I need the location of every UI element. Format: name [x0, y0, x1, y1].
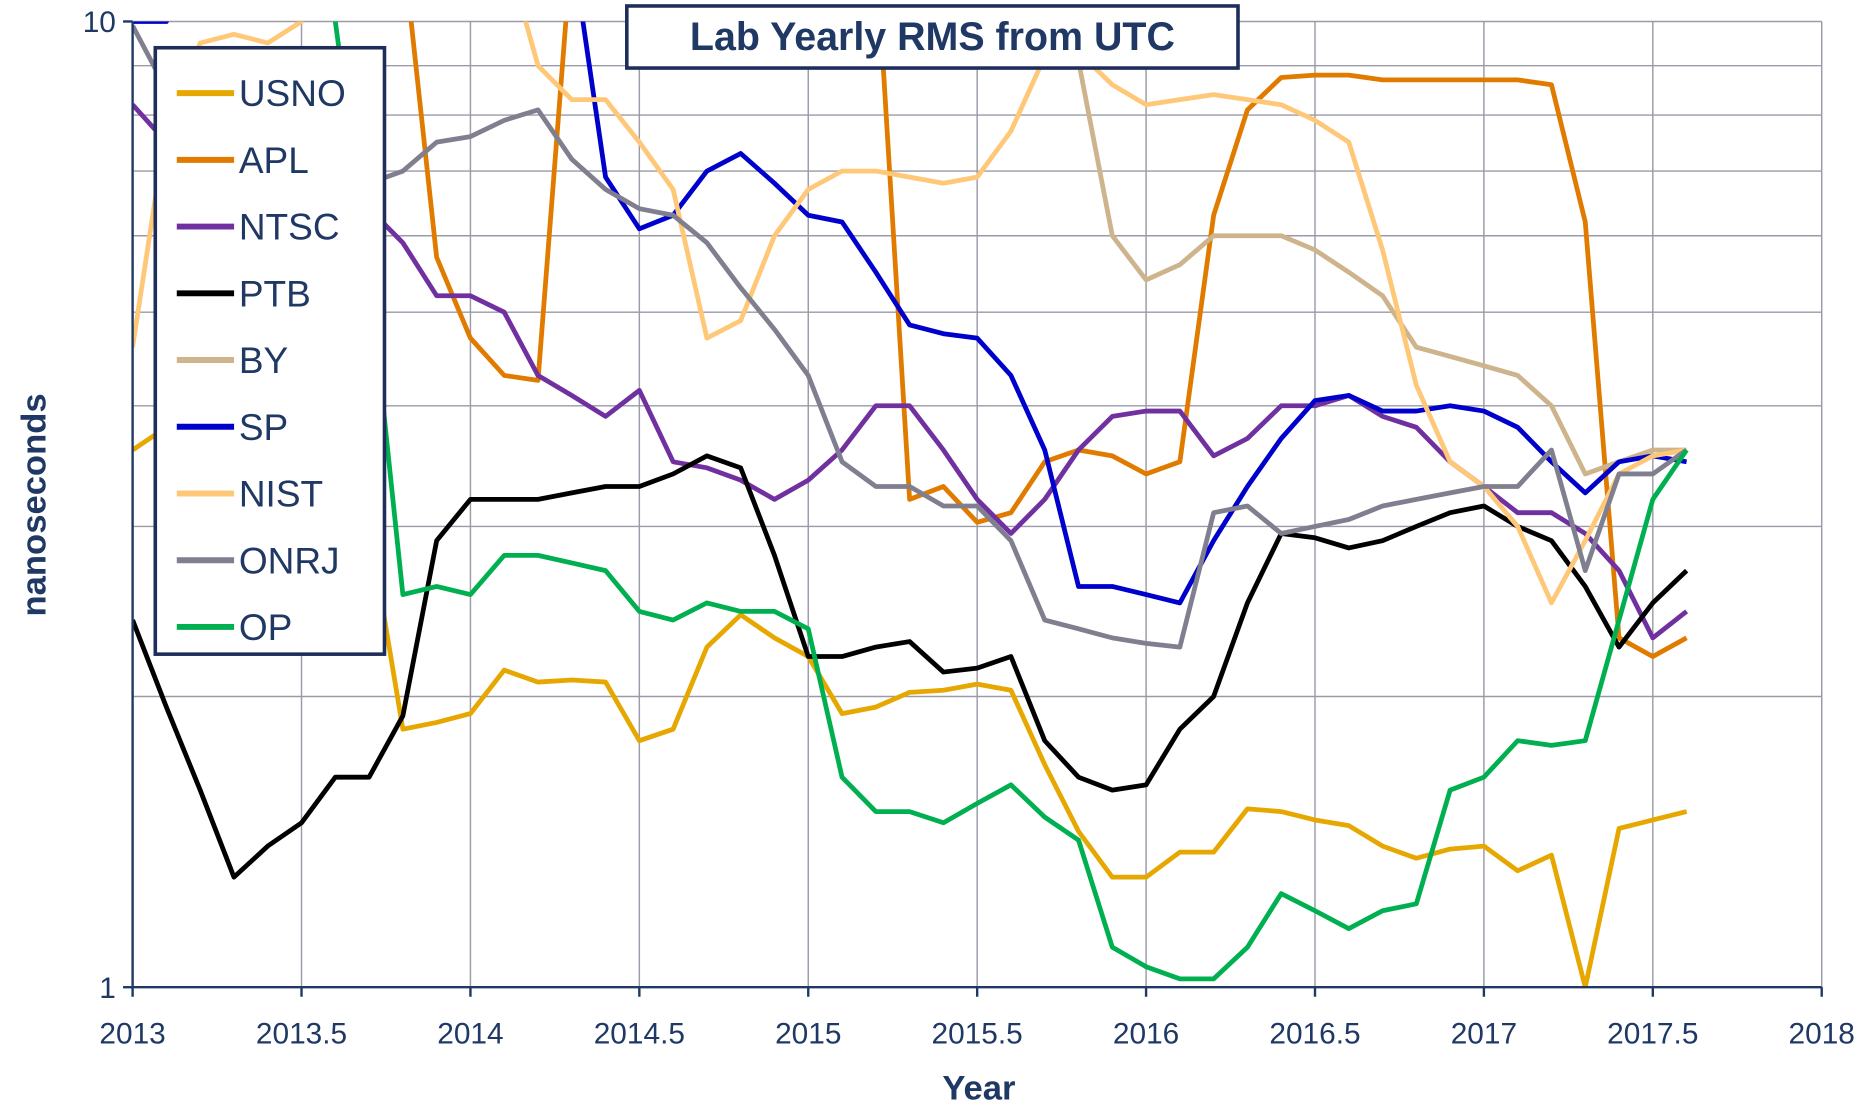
- series-line: [332, 21, 1689, 982]
- y-tick-label: 10: [83, 6, 116, 39]
- legend-label: ONRJ: [239, 540, 340, 581]
- x-tick-label: 2016: [1113, 1017, 1179, 1050]
- legend-label: SP: [239, 407, 288, 448]
- x-tick-label: 2018: [1789, 1017, 1855, 1050]
- y-axis-label: nanoseconds: [15, 393, 53, 616]
- legend-label: PTB: [239, 273, 311, 314]
- x-tick-label: 2014: [437, 1017, 503, 1050]
- title-box: [625, 4, 1240, 70]
- axes: 2013 2013.5 2014 2014.5 2015 2015.5 2016 2016.5…: [83, 6, 1855, 1050]
- legend: USNO APL NTSC PTB BY SP NIST ONRJ OP: [176, 73, 346, 648]
- legend-label: APL: [239, 140, 309, 181]
- x-tick-label: 2017.5: [1607, 1017, 1698, 1050]
- x-axis-label: Year: [942, 1069, 1015, 1103]
- x-tick-label: 2013.5: [256, 1017, 347, 1050]
- legend-label: BY: [239, 340, 288, 381]
- series-line: [132, 103, 1689, 641]
- x-tick-label: 2015.5: [932, 1017, 1023, 1050]
- series-line: [132, 353, 1688, 988]
- grid: [131, 20, 1823, 988]
- series-line: [132, 24, 1688, 650]
- legend-label: NTSC: [239, 207, 340, 248]
- x-tick-label: 2015: [775, 1017, 841, 1050]
- legend-label: OP: [239, 607, 292, 648]
- plot-lines: [132, 21, 1689, 988]
- series-line: [132, 453, 1689, 880]
- legend-label: USNO: [239, 73, 346, 114]
- series-line: [1064, 21, 1687, 477]
- x-tick-label: 2013: [99, 1017, 165, 1050]
- x-tick-label: 2016.5: [1269, 1017, 1360, 1050]
- series-line: [132, 21, 1688, 606]
- series-line: [408, 21, 1688, 659]
- x-tick-label: 2017: [1451, 1017, 1517, 1050]
- legend-label: NIST: [239, 474, 323, 515]
- x-tick-label: 2014.5: [594, 1017, 685, 1050]
- chart-title: Lab Yearly RMS from UTC: [690, 15, 1175, 59]
- y-tick-label: 1: [99, 972, 116, 1005]
- legend-box: [153, 45, 387, 656]
